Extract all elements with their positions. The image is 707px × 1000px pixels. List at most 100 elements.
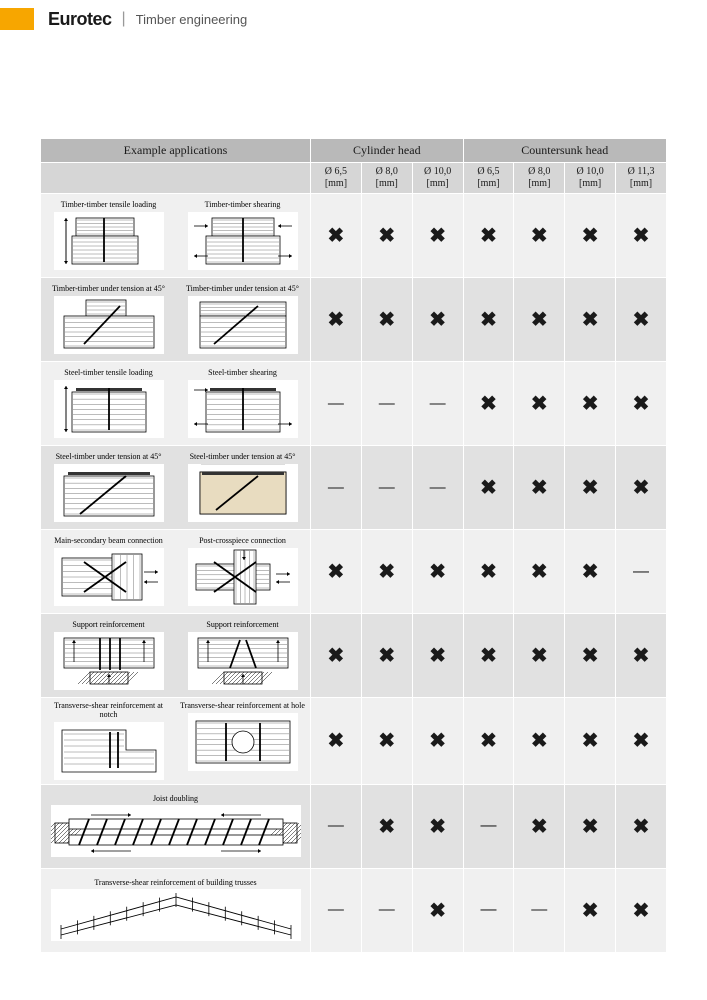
diagram-label: Transverse-shear reinforcement at notch: [46, 702, 172, 720]
table-row: Steel-timber under tension at 45° Steel-t…: [41, 446, 667, 530]
mark-yes: ✖: [361, 530, 412, 614]
brand-logo: Eurotec: [48, 9, 112, 30]
mark-yes: ✖: [412, 278, 463, 362]
diagram-label: Timber-timber shearing: [205, 201, 281, 210]
diagram-cell: Joist doubling: [41, 784, 311, 868]
diagram: Steel-timber under tension at 45°: [180, 453, 306, 522]
diagram-label: Timber-timber under tension at 45°: [52, 285, 165, 294]
mark-yes: ✖: [463, 278, 514, 362]
diagram-label: Transverse-shear reinforcement of buildi…: [94, 879, 256, 888]
diagram-cell: Main-secondary beam connection Post-cross…: [41, 530, 311, 614]
diagram: Transverse-shear reinforcement at hole: [180, 702, 306, 771]
table-body: Timber-timber tensile loading Timber-timb…: [41, 194, 667, 953]
mark-yes: ✖: [565, 446, 616, 530]
mark-yes: ✖: [565, 868, 616, 952]
mark-yes: ✖: [616, 698, 667, 785]
mark-yes: ✖: [361, 614, 412, 698]
table-row: Timber-timber tensile loading Timber-timb…: [41, 194, 667, 278]
diagram-cell: Transverse-shear reinforcement at notch T…: [41, 698, 311, 785]
diagram-svg: [188, 713, 298, 771]
accent-block: [0, 8, 34, 30]
mark-yes: ✖: [412, 614, 463, 698]
column-group-header: Example applications: [41, 139, 311, 163]
diagram: Timber-timber tensile loading: [46, 201, 172, 270]
diagram: Transverse-shear reinforcement at notch: [46, 702, 172, 780]
blank-header: [41, 163, 311, 194]
table-row: Transverse-shear reinforcement at notch T…: [41, 698, 667, 785]
diagram: Transverse-shear reinforcement of buildi…: [46, 879, 306, 942]
diagram: Timber-timber under tension at 45°: [46, 285, 172, 354]
table-row: Transverse-shear reinforcement of buildi…: [41, 868, 667, 952]
mark-yes: ✖: [412, 784, 463, 868]
mark-no: —: [361, 868, 412, 952]
mark-yes: ✖: [361, 194, 412, 278]
diagram-cell: Steel-timber tensile loadingSteel-timber…: [41, 362, 311, 446]
diagram-label: Timber-timber under tension at 45°: [186, 285, 299, 294]
mark-yes: ✖: [361, 698, 412, 785]
mark-yes: ✖: [412, 194, 463, 278]
divider: |: [122, 10, 126, 28]
mark-no: —: [616, 530, 667, 614]
column-header: Ø 10,0[mm]: [412, 163, 463, 194]
diagram: Steel-timber under tension at 45°: [46, 453, 172, 522]
mark-yes: ✖: [616, 362, 667, 446]
mark-no: —: [412, 446, 463, 530]
mark-yes: ✖: [361, 278, 412, 362]
applications-table: Example applicationsCylinder headCounter…: [40, 138, 667, 953]
diagram-cell: Transverse-shear reinforcement of buildi…: [41, 868, 311, 952]
diagram-svg: [51, 805, 301, 857]
mark-yes: ✖: [463, 362, 514, 446]
mark-no: —: [463, 868, 514, 952]
mark-no: —: [463, 784, 514, 868]
top-bar: Eurotec | Timber engineering: [0, 0, 707, 38]
mark-yes: ✖: [616, 446, 667, 530]
diagram-svg: [188, 296, 298, 354]
diagram-svg: [54, 296, 164, 354]
diagram-svg: [188, 632, 298, 690]
column-header: Ø 8,0[mm]: [361, 163, 412, 194]
mark-no: —: [361, 362, 412, 446]
diagram-label: Main-secondary beam connection: [54, 537, 162, 546]
mark-yes: ✖: [514, 194, 565, 278]
diagram-cell: Timber-timber tensile loading Timber-timb…: [41, 194, 311, 278]
mark-yes: ✖: [616, 278, 667, 362]
mark-yes: ✖: [311, 278, 362, 362]
mark-yes: ✖: [514, 446, 565, 530]
mark-yes: ✖: [565, 530, 616, 614]
page-subtitle: Timber engineering: [136, 12, 248, 27]
mark-no: —: [412, 362, 463, 446]
diagram-svg: [188, 212, 298, 270]
diagram-label: Support reinforcement: [72, 621, 144, 630]
mark-yes: ✖: [463, 614, 514, 698]
diagram-label: Joist doubling: [153, 795, 198, 804]
diagram: Support reinforcement: [180, 621, 306, 690]
table-head: Example applicationsCylinder headCounter…: [41, 139, 667, 194]
diagram-svg: [54, 464, 164, 522]
diagram-cell: Steel-timber under tension at 45° Steel-t…: [41, 446, 311, 530]
diagram-label: Steel-timber under tension at 45°: [190, 453, 296, 462]
mark-no: —: [311, 784, 362, 868]
column-header: Ø 8,0[mm]: [514, 163, 565, 194]
diagram-svg: [188, 548, 298, 606]
mark-yes: ✖: [514, 784, 565, 868]
column-header: Ø 6,5[mm]: [463, 163, 514, 194]
diagram-svg: [54, 632, 164, 690]
diagram-svg: [54, 212, 164, 270]
diagram-svg: [51, 889, 301, 941]
mark-yes: ✖: [514, 698, 565, 785]
diagram-label: Timber-timber tensile loading: [61, 201, 157, 210]
table-row: Timber-timber under tension at 45° Timber…: [41, 278, 667, 362]
diagram-label: Post-crosspiece connection: [199, 537, 286, 546]
column-group-header: Cylinder head: [311, 139, 464, 163]
mark-yes: ✖: [565, 614, 616, 698]
diagram-svg: [54, 380, 164, 438]
mark-no: —: [311, 362, 362, 446]
mark-yes: ✖: [463, 530, 514, 614]
diagram-label: Support reinforcement: [206, 621, 278, 630]
mark-yes: ✖: [463, 698, 514, 785]
table-row: Support reinforcement Support reinforceme…: [41, 614, 667, 698]
mark-yes: ✖: [311, 614, 362, 698]
mark-yes: ✖: [412, 698, 463, 785]
diagram-svg: [188, 380, 298, 438]
mark-yes: ✖: [311, 698, 362, 785]
